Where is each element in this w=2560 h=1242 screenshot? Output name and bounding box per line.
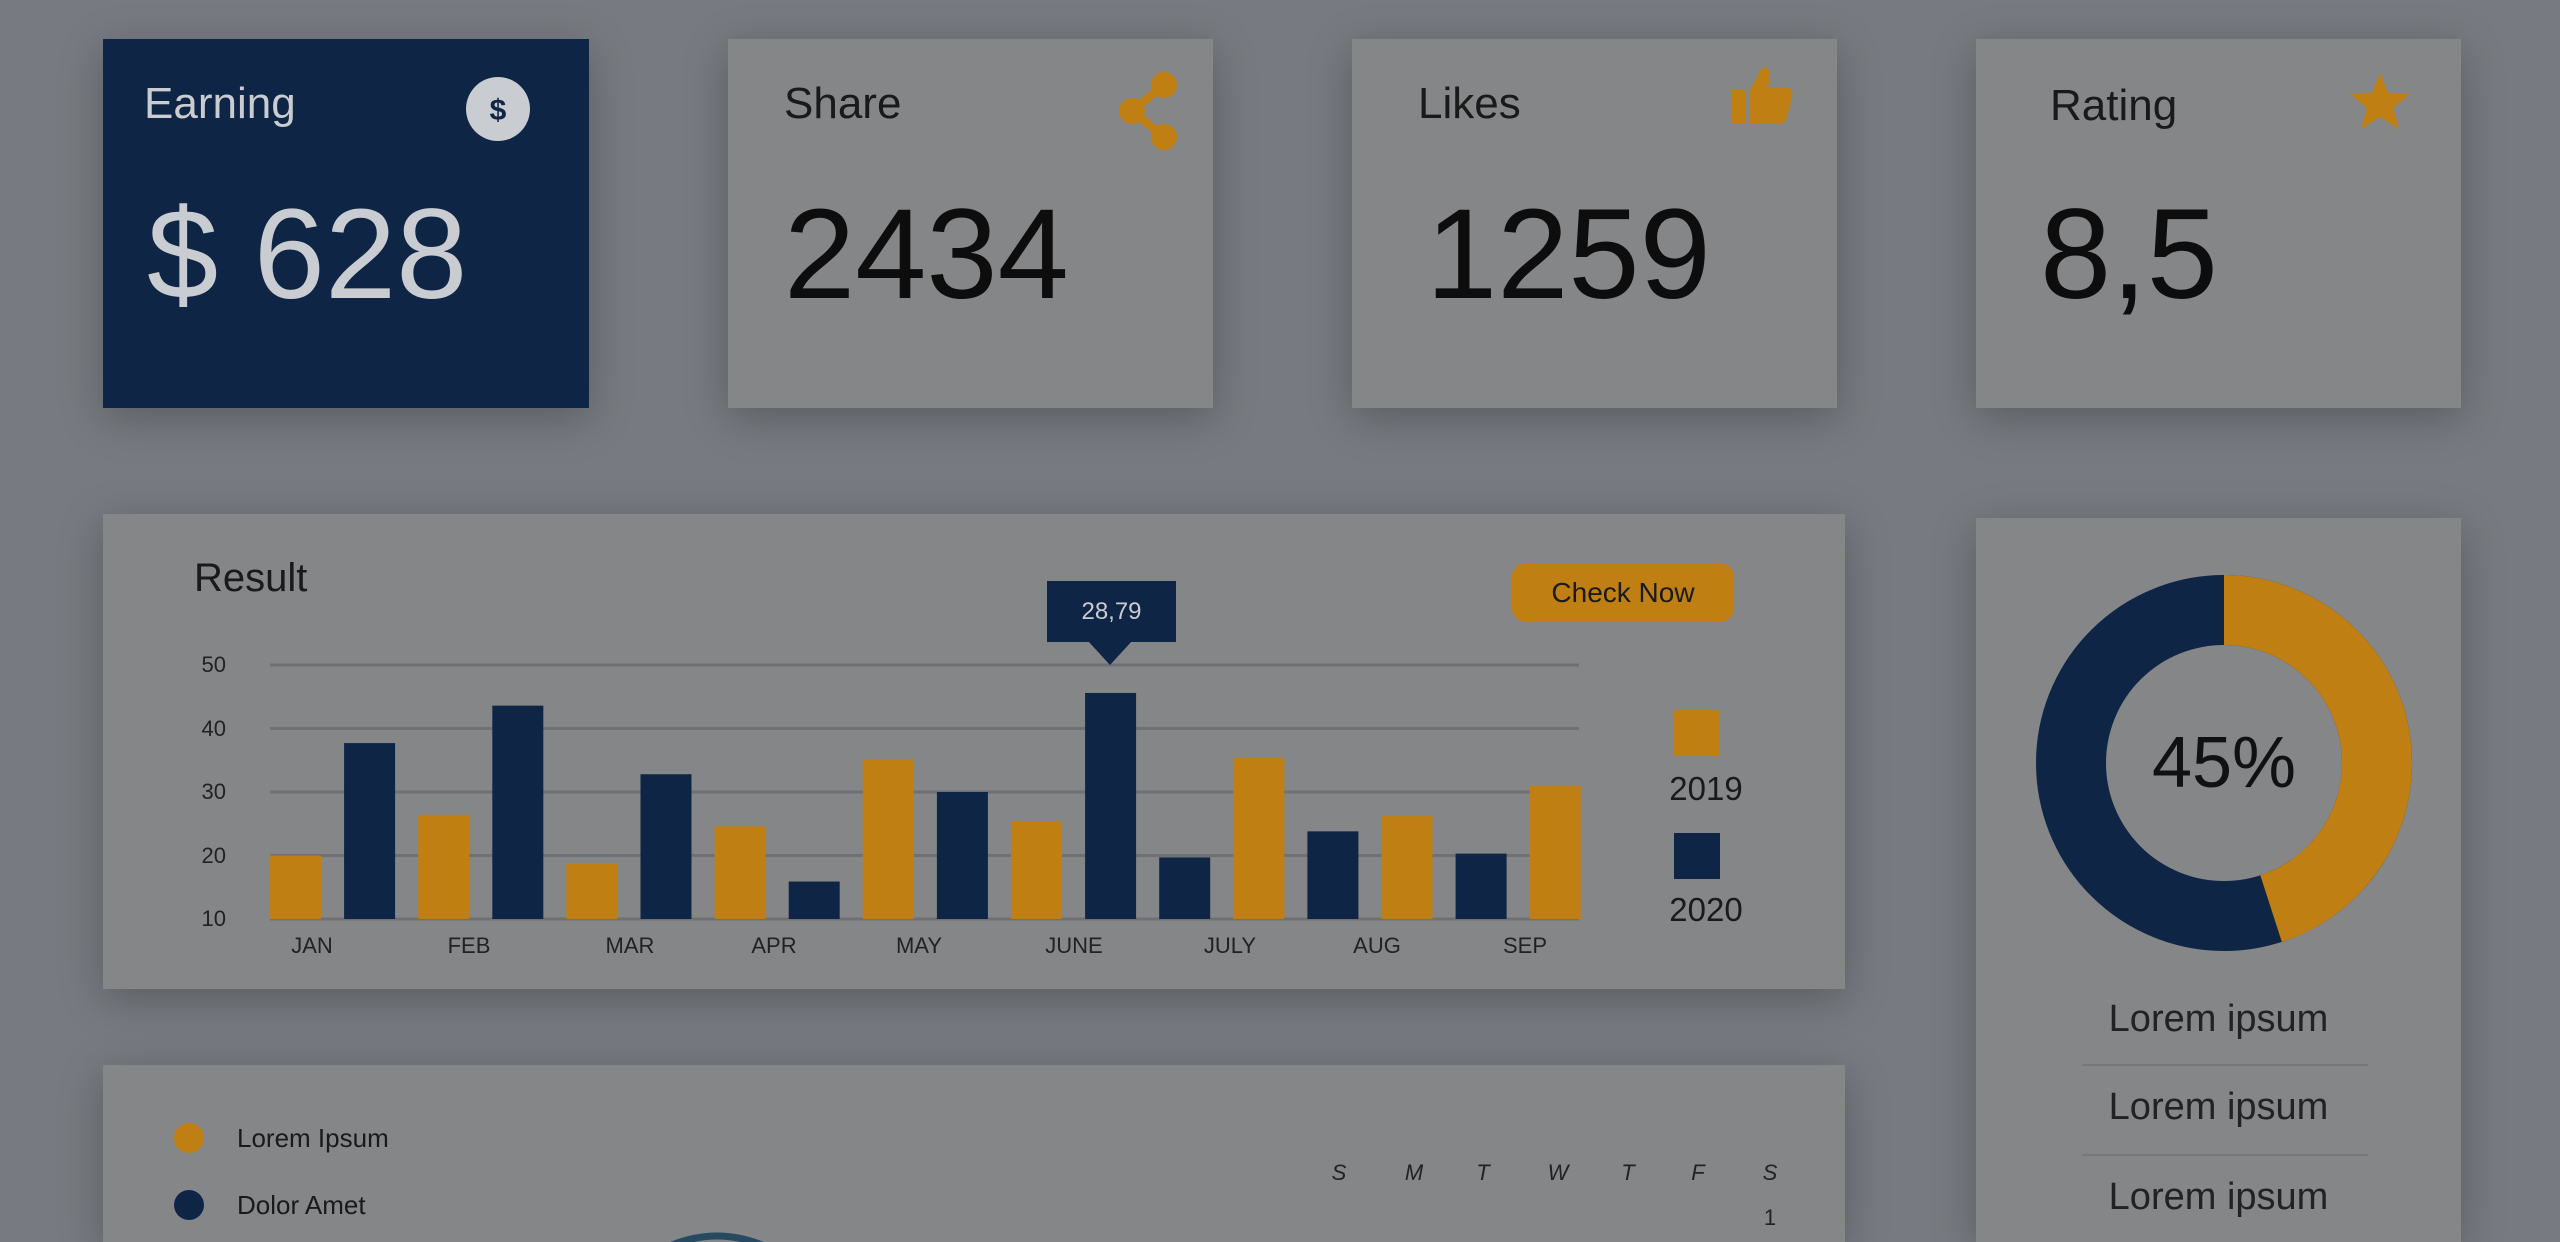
bar-june-2019[interactable]	[1011, 821, 1062, 919]
card-value: 8,5	[2040, 183, 2218, 326]
weekday-label: F	[1691, 1160, 1705, 1185]
legend-dot	[174, 1190, 204, 1220]
x-tick-label: MAR	[605, 933, 655, 958]
y-tick-label: 30	[201, 779, 226, 804]
x-tick-label: JUNE	[1045, 933, 1103, 958]
donut-chart	[2036, 575, 2412, 951]
card-value: $ 628	[147, 183, 468, 326]
x-tick-label: MAY	[895, 933, 943, 958]
weekday-label: W	[1547, 1160, 1569, 1185]
bar-sep-2020[interactable]	[1455, 853, 1507, 919]
y-tick-label: 10	[201, 906, 226, 931]
x-tick-label: JULY	[1203, 933, 1257, 958]
list-item: Lorem ipsum	[2108, 1086, 2329, 1128]
card-value: 1259	[1426, 183, 1711, 326]
legend-swatch-2019	[1674, 710, 1720, 756]
card-title: Likes	[1418, 79, 1521, 128]
x-tick-label: FEB	[447, 933, 491, 958]
earning-card: Earning $ $ 628	[103, 39, 589, 408]
bar-apr-2019[interactable]	[714, 826, 766, 919]
x-tick-label: SEP	[1502, 933, 1548, 958]
bar-aug-2020[interactable]	[1307, 831, 1359, 919]
bar-mar-2020[interactable]	[640, 774, 692, 919]
weekday-label: S	[1331, 1160, 1347, 1185]
y-tick-label: 40	[201, 715, 226, 741]
legend-label: Dolor Amet	[237, 1190, 366, 1220]
y-tick-label: 50	[201, 652, 226, 677]
card-title: Earning	[144, 79, 296, 128]
chart-title: Result	[194, 556, 308, 600]
x-tick-label: AUG	[1353, 933, 1401, 958]
thumbs-up-icon	[1732, 67, 1793, 124]
bar-aug-2019[interactable]	[1381, 816, 1433, 919]
weekday-label: T	[1476, 1160, 1490, 1185]
bar-apr-2020[interactable]	[788, 881, 840, 919]
donut-label: 45%	[2151, 723, 2297, 803]
list-item: Lorem ipsum	[2108, 998, 2329, 1040]
weekday-label: M	[1404, 1160, 1424, 1185]
legend-label: Lorem Ipsum	[237, 1123, 389, 1153]
progress-ring	[670, 1232, 764, 1242]
check-now-button[interactable]: Check Now	[1512, 563, 1734, 622]
dollar-icon: $	[466, 77, 530, 141]
likes-card: Likes 1259	[1352, 39, 1837, 408]
bar-jan-2019[interactable]	[270, 855, 321, 920]
bar-may-2019[interactable]	[862, 759, 914, 919]
weekday-label: S	[1762, 1160, 1778, 1185]
divider	[2082, 1154, 2368, 1156]
bar-jan-2020[interactable]	[344, 743, 396, 919]
bar-july-2020[interactable]	[1159, 857, 1211, 919]
rating-card: Rating 8,5	[1976, 39, 2461, 408]
y-tick-label: 20	[201, 842, 226, 868]
share-icon	[1119, 72, 1177, 150]
bar-feb-2019[interactable]	[418, 814, 470, 919]
bar-mar-2019[interactable]	[566, 863, 618, 919]
star-icon	[2350, 73, 2410, 129]
svg-text:$: $	[490, 94, 507, 127]
bar-sep-2019[interactable]	[1529, 785, 1581, 919]
bar-feb-2020[interactable]	[492, 705, 544, 919]
x-tick-label: APR	[751, 933, 797, 958]
donut-progress	[2036, 575, 2412, 951]
legend-label-2020: 2020	[1669, 891, 1743, 928]
bar-may-2020[interactable]	[936, 792, 988, 919]
bar-chart	[270, 663, 1581, 921]
list-item: Lorem ipsum	[2108, 1176, 2329, 1218]
legend-dot	[174, 1123, 204, 1153]
legend-swatch-2020	[1674, 833, 1720, 879]
tooltip: 28,79	[1047, 581, 1176, 642]
card-title: Rating	[2050, 81, 2178, 130]
legend-label-2019: 2019	[1669, 770, 1743, 807]
bar-june-2020[interactable]	[1085, 692, 1137, 919]
bottom-card: Lorem Ipsum Dolor Amet S M T W T F S 1	[103, 1065, 1845, 1242]
weekday-label: T	[1621, 1160, 1635, 1185]
tooltip-arrow	[1088, 641, 1132, 665]
x-tick-label: JAN	[291, 933, 333, 958]
divider	[2082, 1064, 2368, 1066]
donut-card: 45% Lorem ipsum Lorem ipsum Lorem ipsum	[1976, 518, 2461, 1242]
card-title: Share	[784, 79, 902, 128]
card-value: 2434	[784, 183, 1069, 326]
calendar-day[interactable]: 1	[1763, 1205, 1777, 1230]
bar-july-2019[interactable]	[1233, 757, 1285, 919]
share-card: Share 2434	[728, 39, 1213, 408]
